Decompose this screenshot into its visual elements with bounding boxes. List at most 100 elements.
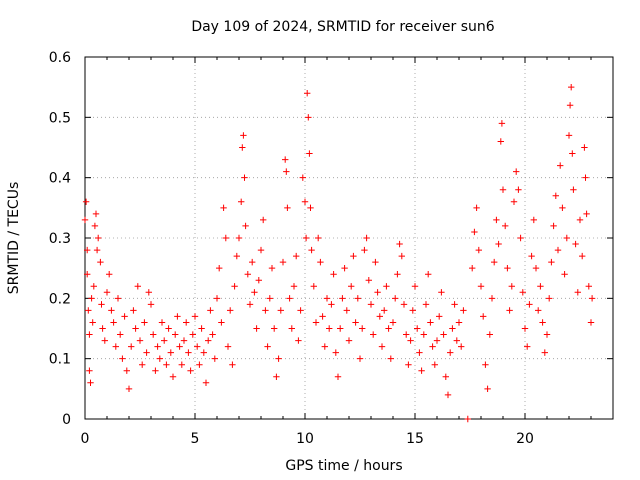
data-point <box>244 271 251 278</box>
data-point <box>167 349 174 356</box>
y-tick-label: 0.5 <box>49 110 71 126</box>
data-point <box>363 234 370 242</box>
data-point <box>85 307 92 314</box>
data-point <box>524 343 531 350</box>
data-point <box>156 355 163 362</box>
data-point <box>431 361 438 368</box>
data-point <box>394 271 401 278</box>
data-point <box>565 132 573 139</box>
data-point <box>341 264 348 272</box>
data-point <box>376 313 383 320</box>
data-point <box>273 373 280 380</box>
data-point <box>266 295 273 302</box>
data-point <box>249 258 256 266</box>
data-point <box>552 192 559 199</box>
data-point <box>86 331 93 338</box>
data-point <box>422 301 430 308</box>
data-point <box>299 174 306 181</box>
data-point <box>392 295 399 302</box>
data-point <box>583 210 590 218</box>
data-point <box>449 325 456 332</box>
data-point <box>427 319 434 326</box>
data-point <box>517 234 524 242</box>
data-point <box>464 415 471 423</box>
data-point <box>398 252 405 260</box>
data-point <box>356 355 364 362</box>
data-point <box>543 331 551 338</box>
data-point <box>275 355 282 362</box>
data-point <box>260 216 267 224</box>
data-point <box>574 289 581 296</box>
data-point <box>319 313 326 320</box>
data-point <box>82 198 90 205</box>
data-point <box>528 252 535 260</box>
data-point <box>515 186 522 193</box>
data-point <box>458 343 465 350</box>
data-point <box>295 337 302 344</box>
data-point <box>205 337 212 344</box>
data-point <box>502 222 509 230</box>
data-point <box>308 246 315 254</box>
data-point <box>414 325 421 332</box>
data-point <box>224 343 232 350</box>
data-point <box>471 228 478 236</box>
data-point <box>554 246 562 254</box>
data-point <box>103 289 111 296</box>
data-point <box>227 307 234 314</box>
data-point <box>561 271 568 278</box>
data-point <box>323 295 331 302</box>
data-point <box>198 325 205 332</box>
data-point <box>97 258 104 266</box>
data-point <box>429 343 436 350</box>
data-point <box>499 186 507 193</box>
data-point <box>352 319 359 326</box>
data-point <box>211 355 218 362</box>
data-point <box>202 379 210 386</box>
data-point <box>482 361 489 368</box>
x-tick-label: 20 <box>516 431 534 447</box>
data-point <box>579 252 586 260</box>
data-point <box>310 283 317 290</box>
data-point <box>420 331 427 338</box>
data-point <box>563 234 570 242</box>
data-point <box>302 234 310 242</box>
x-axis-label: GPS time / hours <box>285 458 402 474</box>
data-point <box>572 240 579 248</box>
data-point <box>178 361 185 368</box>
data-point <box>200 349 207 356</box>
data-point <box>95 234 102 242</box>
data-point <box>180 337 188 344</box>
data-point <box>119 355 126 362</box>
data-point <box>307 204 314 212</box>
data-point <box>442 373 449 380</box>
data-point <box>532 264 540 272</box>
data-point <box>241 174 248 181</box>
data-point <box>365 277 372 284</box>
data-point <box>354 295 361 302</box>
data-point <box>328 301 335 308</box>
data-point <box>106 271 113 278</box>
data-point <box>548 258 555 266</box>
data-point <box>438 289 445 296</box>
data-point <box>262 307 269 314</box>
data-point <box>361 246 368 254</box>
chart-title: Day 109 of 2024, SRMTID for receiver sun… <box>191 19 494 35</box>
y-tick-label: 0 <box>62 412 71 428</box>
data-point <box>235 234 243 242</box>
data-point <box>216 264 223 272</box>
data-point <box>134 283 141 290</box>
data-point <box>480 313 487 320</box>
data-points <box>81 83 596 423</box>
data-point <box>587 319 595 326</box>
data-point <box>136 337 144 344</box>
data-point <box>191 313 199 320</box>
data-point <box>112 343 119 350</box>
data-point <box>504 264 511 272</box>
data-point <box>172 331 179 338</box>
data-point <box>473 204 480 212</box>
data-point <box>447 349 454 356</box>
data-point <box>88 295 95 302</box>
data-point <box>98 301 105 308</box>
data-point <box>568 83 575 91</box>
